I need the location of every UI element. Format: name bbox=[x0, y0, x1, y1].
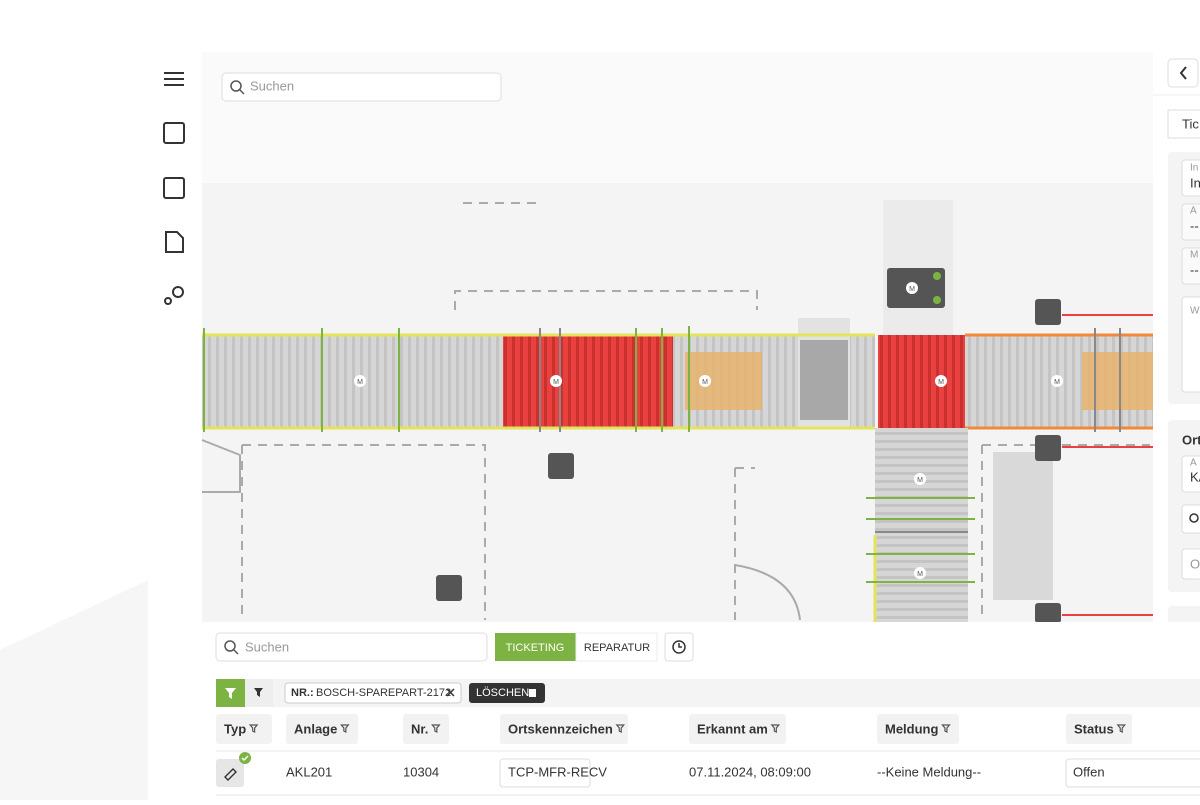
stats-icon[interactable] bbox=[163, 177, 185, 199]
filter-key: NR.: bbox=[291, 687, 314, 699]
sidebar bbox=[163, 72, 185, 305]
dashboard-icon[interactable] bbox=[163, 122, 185, 144]
load bbox=[1082, 352, 1153, 410]
bg-shape bbox=[0, 580, 148, 800]
table-cell: 10304 bbox=[403, 764, 439, 779]
type-icon bbox=[216, 759, 244, 787]
field-value: In bbox=[1190, 175, 1200, 190]
conveyor-fault bbox=[878, 335, 965, 428]
table-cell: 07.11.2024, 08:09:00 bbox=[689, 764, 811, 779]
header-cell[interactable] bbox=[286, 714, 358, 744]
ticket-search[interactable] bbox=[215, 632, 488, 662]
sort-icon bbox=[770, 724, 781, 733]
field-label: In bbox=[1190, 163, 1198, 174]
table-cell: AKL201 bbox=[286, 764, 332, 779]
header-label: Erkannt am bbox=[697, 721, 768, 736]
field-value: KA bbox=[1190, 469, 1200, 484]
sort-icon bbox=[1116, 724, 1127, 733]
header-cell[interactable] bbox=[216, 714, 272, 744]
table-cell: TCP-MFR-RECV bbox=[508, 764, 607, 779]
motor-label: M bbox=[702, 379, 708, 386]
motor-label: M bbox=[553, 379, 559, 386]
floor-outlines bbox=[241, 202, 1150, 620]
motor-label: M bbox=[357, 379, 363, 386]
back-button[interactable] bbox=[1167, 58, 1199, 88]
header-label: Anlage bbox=[294, 721, 337, 736]
header-label: Status bbox=[1074, 721, 1114, 736]
field-label: A bbox=[1190, 206, 1197, 217]
header-cell[interactable] bbox=[500, 714, 628, 744]
document-icon[interactable] bbox=[165, 231, 184, 253]
grid-icons bbox=[436, 299, 1061, 623]
clear-filter-button[interactable] bbox=[469, 683, 545, 703]
field-label: M bbox=[1190, 250, 1198, 261]
tab-label: TICKETING bbox=[506, 642, 565, 654]
menu-icon[interactable] bbox=[164, 72, 184, 86]
header-cell[interactable] bbox=[689, 714, 786, 744]
header-cell[interactable] bbox=[1066, 714, 1132, 744]
motor-label: M bbox=[938, 379, 944, 386]
field-label: A bbox=[1190, 458, 1197, 469]
sort-icon bbox=[340, 724, 350, 733]
section-title: Ort bbox=[1182, 432, 1200, 447]
field-value: -- bbox=[1190, 262, 1199, 277]
detail-panel: Tic In In A -- M -- W Ort A KA O bbox=[1153, 52, 1200, 626]
conveyor-fault bbox=[503, 335, 673, 428]
sort-icon bbox=[248, 724, 259, 733]
clear-filter-label: LÖSCHEN bbox=[476, 687, 529, 699]
motor-label: M bbox=[917, 571, 923, 578]
field-placeholder: O bbox=[1190, 556, 1200, 571]
table-cell: Offen bbox=[1073, 764, 1105, 779]
field-value: -- bbox=[1190, 218, 1199, 233]
sort-icon bbox=[941, 724, 951, 733]
motor-label: M bbox=[917, 477, 923, 484]
panel-tab[interactable] bbox=[1167, 109, 1200, 139]
conveyor-vertical bbox=[875, 428, 968, 622]
ticket-search-placeholder: Suchen bbox=[245, 639, 289, 654]
header-label: Typ bbox=[224, 721, 246, 736]
motor-label: M bbox=[909, 286, 915, 293]
map-bg-top bbox=[202, 52, 1153, 183]
sort-icon bbox=[431, 724, 441, 733]
tab-label: REPARATUR bbox=[584, 642, 650, 654]
table-cell: --Keine Meldung-- bbox=[877, 764, 981, 779]
header-label: Meldung bbox=[885, 721, 938, 736]
settings-icon[interactable] bbox=[172, 286, 184, 298]
load bbox=[685, 352, 762, 410]
tab-ticketing[interactable] bbox=[495, 633, 576, 661]
map-search-placeholder: Suchen bbox=[250, 78, 294, 93]
sort-icon bbox=[615, 724, 626, 733]
header-label: Ortskennzeichen bbox=[508, 721, 613, 736]
field-label: W bbox=[1190, 306, 1200, 317]
sensors bbox=[203, 326, 975, 583]
map: Suchen M M M M M M M M bbox=[201, 52, 1153, 623]
panel-tab-label: Tic bbox=[1182, 116, 1199, 131]
header-cell[interactable] bbox=[403, 714, 449, 744]
map-search[interactable] bbox=[221, 72, 502, 102]
header-cell[interactable] bbox=[877, 714, 959, 744]
filter-chip[interactable] bbox=[284, 682, 462, 704]
location-search[interactable] bbox=[1181, 504, 1200, 534]
filter-value: BOSCH-SPAREPART-2172 bbox=[316, 687, 451, 699]
ticket-panel: Suchen TICKETING REPARATUR NR.: BOSCH-SP… bbox=[202, 622, 1200, 802]
tab-reparatur[interactable] bbox=[575, 632, 658, 662]
header-label: Nr. bbox=[411, 721, 428, 736]
motor-label: M bbox=[1054, 379, 1060, 386]
